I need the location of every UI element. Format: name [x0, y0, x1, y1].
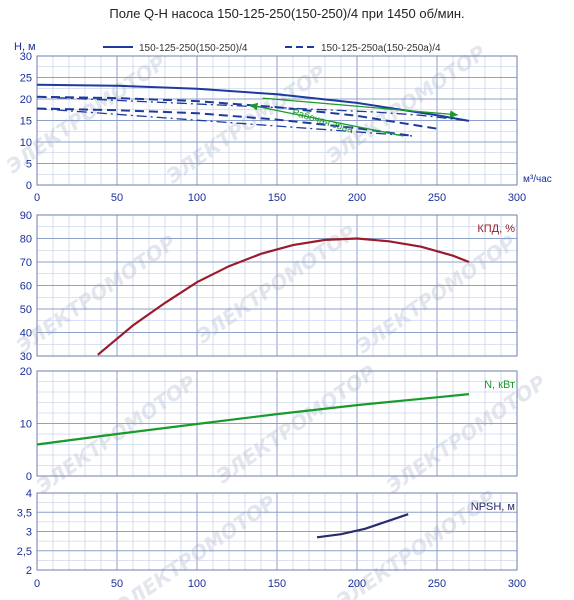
working-zone-arrow: [262, 97, 458, 119]
x-axis-label: м³/час: [523, 174, 552, 185]
y-tick-label: 30: [20, 51, 32, 63]
y-tick-label: 20: [20, 366, 32, 378]
x-tick-label: 0: [34, 192, 40, 204]
y-tick-label: 2: [26, 565, 32, 577]
y-tick-label: 40: [20, 328, 32, 340]
y-tick-label: 15: [20, 116, 32, 128]
y-tick-label: 3: [26, 527, 32, 539]
y-tick-label: 10: [20, 419, 32, 431]
y-tick-label: 3,5: [17, 507, 32, 519]
series-line: [97, 237, 470, 356]
x-tick-label: 300: [508, 192, 526, 204]
series-line: [36, 96, 470, 122]
watermark-text: ЭЛЕКТРОМОТОР: [212, 360, 381, 488]
x-tick-label: 200: [348, 192, 366, 204]
legend-label: 150-125-250а(150-250а)/4: [321, 43, 441, 54]
watermark-text: ЭЛЕКТРОМОТОР: [352, 230, 521, 358]
y-tick-label: 0: [26, 471, 32, 483]
x-tick-label: 150: [268, 578, 286, 590]
y-axis-label: КПД, %: [477, 223, 515, 235]
y-tick-label: 10: [20, 137, 32, 149]
y-axis-label: N, кВт: [484, 379, 515, 391]
series-line: [36, 95, 438, 130]
series-line: [316, 513, 409, 539]
working-zone-arrow: [249, 102, 404, 137]
series-line: [36, 393, 470, 446]
y-axis-label: NPSH, м: [471, 501, 515, 513]
series-line: [36, 107, 414, 137]
y-tick-label: 30: [20, 351, 32, 363]
legend-label: 150-125-250(150-250)/4: [139, 43, 248, 54]
x-tick-label: 250: [428, 192, 446, 204]
plot-frame: [36, 370, 518, 477]
watermark-group: ЭЛЕКТРОМОТОРЭЛЕКТРОМОТОРЭЛЕКТРОМОТОРЭЛЕК…: [2, 40, 551, 600]
series-line: [36, 83, 470, 122]
y-tick-label: 90: [20, 210, 32, 222]
x-tick-label: 100: [188, 578, 206, 590]
panel-3: 0 10 20 N, кВт: [20, 366, 518, 483]
y-tick-label: 25: [20, 73, 32, 85]
y-tick-label: 60: [20, 281, 32, 293]
panel-1: 0 5 10 15 20 25 30H, м 0 50 100 150 200 250 300 м³/час…: [14, 41, 552, 204]
x-tick-label: 100: [188, 192, 206, 204]
plot-frame: [36, 214, 518, 357]
plot-frame: [36, 492, 518, 571]
y-tick-label: 20: [20, 94, 32, 106]
x-tick-label: 150: [268, 192, 286, 204]
x-tick-label: 0: [34, 578, 40, 590]
y-tick-label: 4: [26, 488, 32, 500]
plot-frame: [36, 55, 518, 186]
x-tick-label: 50: [111, 192, 123, 204]
x-tick-label: 200: [348, 578, 366, 590]
panel-2: 30 40 50 60 70 80 90 КПД, %: [20, 210, 518, 363]
y-tick-label: 0: [26, 180, 32, 192]
watermark-text: ЭЛЕКТРОМОТОР: [322, 40, 491, 168]
chart-title: Поле Q-H насоса 150-125-250(150-250)/4 п…: [109, 6, 465, 21]
y-axis-label: H, м: [14, 41, 36, 53]
y-tick-label: 80: [20, 234, 32, 246]
legend: 150-125-250(150-250)/4 150-125-250а(150-2…: [103, 43, 441, 54]
y-tick-label: 5: [26, 159, 32, 171]
series-line: [36, 107, 414, 137]
y-tick-label: 2,5: [17, 546, 32, 558]
x-tick-label: 300: [508, 578, 526, 590]
y-tick-label: 50: [20, 304, 32, 316]
x-tick-label: 250: [428, 578, 446, 590]
x-tick-label: 50: [111, 578, 123, 590]
y-tick-label: 70: [20, 257, 32, 269]
panel-4: 2 2,5 3 3,5 4 NPSH, м 0 50 100 150 200 250 300: [17, 488, 526, 590]
